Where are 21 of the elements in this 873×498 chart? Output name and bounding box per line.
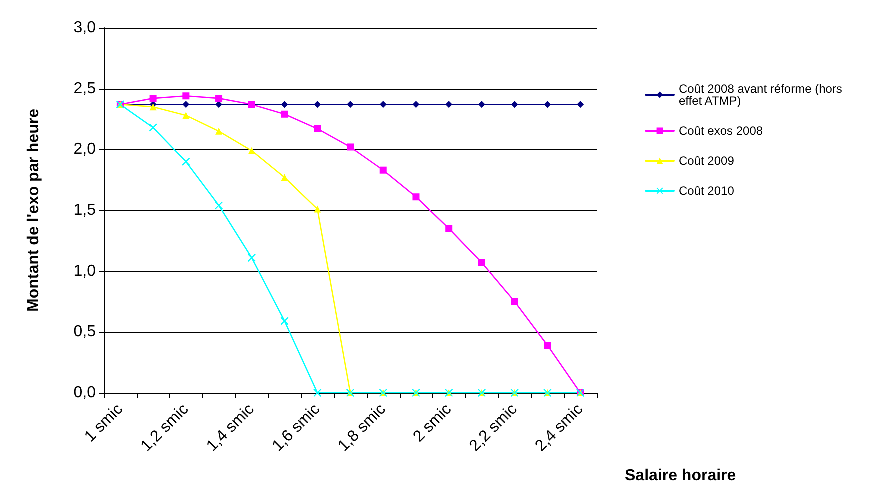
y-tick-label: 0,0 — [74, 384, 96, 402]
y-tick-label: 2,5 — [74, 80, 96, 98]
x-tick-label: 2,4 smic — [532, 400, 587, 456]
legend-label: Coût 2009 — [679, 154, 735, 168]
y-tick-label: 1,5 — [74, 202, 96, 219]
legend-label: Coût 2008 avant réforme (hors effet ATMP) — [679, 82, 846, 108]
x-tick-label: 2 smic — [410, 400, 456, 446]
x-tick-label: 1,6 smic — [270, 400, 324, 456]
legend-label: Coût exos 2008 — [679, 124, 764, 138]
y-tick-label: 1,0 — [74, 262, 96, 280]
legend-label: Coût 2010 — [679, 184, 735, 198]
x-axis-title: Salaire horaire — [625, 468, 736, 484]
y-tick-label: 0,5 — [74, 324, 96, 341]
x-tick-label: 1 smic — [82, 400, 126, 446]
x-tick-label: 1,2 smic — [138, 400, 192, 456]
x-tick-label: 2,2 smic — [466, 400, 521, 456]
y-axis-title: Montant de l'exo par heure — [26, 108, 42, 312]
x-tick-label: 1,4 smic — [204, 400, 258, 456]
x-tick-label: 1,8 smic — [335, 400, 390, 456]
y-tick-label: 3,0 — [74, 20, 96, 36]
y-tick-label: 2,0 — [74, 141, 96, 158]
